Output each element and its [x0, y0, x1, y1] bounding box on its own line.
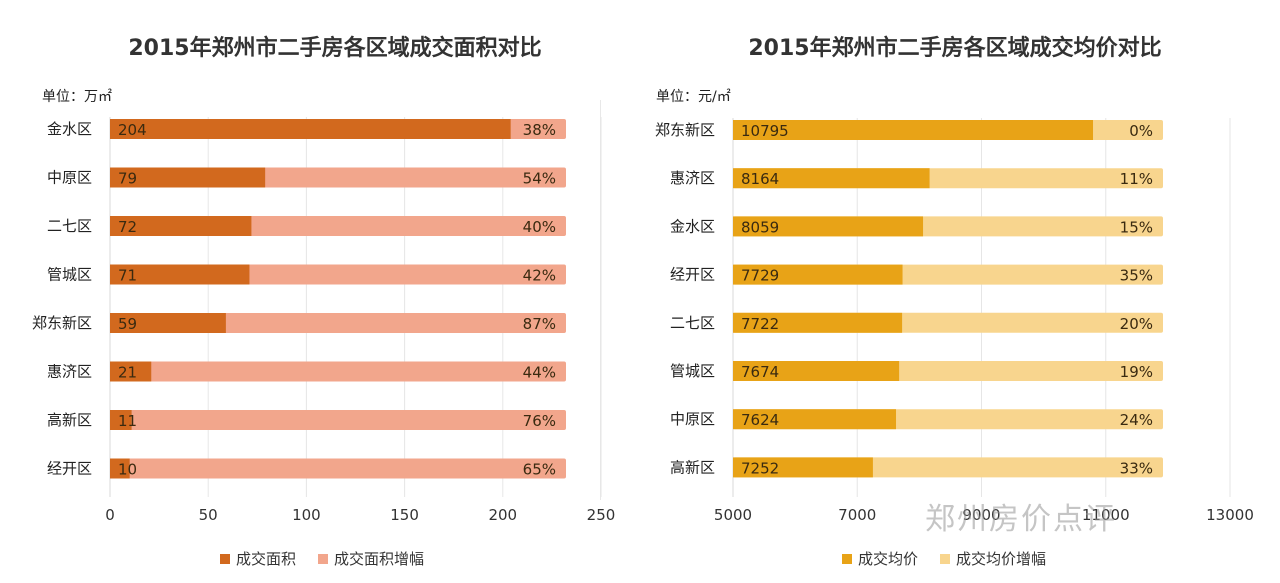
right-value-label: 7729: [741, 267, 779, 285]
legend-item-price-growth: 成交均价增幅: [940, 548, 1046, 569]
left-growth-label: 54%: [523, 170, 556, 188]
left-bar-value: [110, 410, 132, 430]
left-growth-label: 65%: [523, 461, 556, 479]
right-x-tick-label: 9000: [962, 506, 1000, 524]
left-x-tick-label: 50: [199, 506, 218, 524]
right-bar-value: [733, 409, 897, 430]
left-category-label: 金水区: [47, 120, 92, 138]
left-bar-growth: [110, 361, 566, 382]
legend-item-area-growth: 成交面积增幅: [318, 548, 424, 569]
right-x-tick-label: 11000: [1082, 506, 1130, 524]
left-growth-label: 87%: [523, 315, 556, 333]
left-value-label: 79: [118, 170, 137, 188]
left-category-label: 惠济区: [47, 363, 92, 381]
right-category-label: 中原区: [670, 410, 715, 428]
left-growth-label: 40%: [523, 218, 556, 236]
right-category-label: 金水区: [670, 217, 715, 235]
right-category-label: 郑东新区: [655, 121, 715, 139]
left-bar-value: [110, 216, 252, 236]
left-category-label: 二七区: [47, 217, 92, 235]
legend-label-price-growth: 成交均价增幅: [956, 550, 1047, 568]
right-value-label: 7674: [741, 363, 779, 381]
left-value-label: 21: [118, 364, 137, 382]
right-legend: 成交均价 成交均价增幅: [842, 548, 1068, 569]
right-growth-label: 20%: [1120, 315, 1153, 333]
left-legend: 成交面积 成交面积增幅: [220, 548, 446, 569]
right-category-label: 管城区: [670, 362, 715, 380]
right-chart: 5000 7000 9000 11000 13000 郑东新区 10795 0% 惠济区 8164…: [655, 118, 1254, 524]
right-growth-label: 35%: [1120, 267, 1153, 285]
legend-label-price: 成交均价: [858, 550, 919, 568]
left-bar-value: [110, 119, 511, 139]
left-category-label: 管城区: [47, 266, 92, 284]
right-value-label: 7722: [741, 315, 779, 333]
right-value-label: 7252: [741, 459, 779, 477]
left-bar-value: [110, 313, 226, 333]
right-unit-label: 单位：元/㎡: [656, 89, 731, 105]
right-growth-label: 0%: [1129, 122, 1153, 140]
left-unit-label: 单位：万㎡: [42, 89, 112, 105]
left-chart: 0 50 100 150 200 250 金水区 204 38% 中原区 79 54% 二七区 72 40%…: [32, 117, 616, 524]
right-growth-label: 15%: [1120, 218, 1153, 236]
left-value-label: 59: [118, 315, 137, 333]
left-growth-label: 42%: [523, 267, 556, 285]
right-bar-value: [733, 264, 903, 285]
left-bar-value: [110, 264, 250, 285]
right-x-tick-label: 5000: [714, 506, 752, 524]
left-bar-value: [110, 361, 152, 382]
left-growth-label: 38%: [523, 121, 556, 139]
right-growth-label: 19%: [1120, 363, 1153, 381]
right-value-label: 8164: [741, 170, 779, 188]
right-bar-value: [733, 120, 1094, 140]
legend-item-area: 成交面积: [220, 548, 296, 569]
right-category-label: 高新区: [670, 458, 715, 476]
right-category-label: 惠济区: [670, 169, 715, 187]
right-growth-label: 24%: [1120, 411, 1153, 429]
right-chart-title: 2015年郑州市二手房各区域成交均价对比: [748, 36, 1162, 61]
left-bar-value: [110, 458, 130, 479]
legend-swatch-area-growth: [318, 553, 329, 564]
left-growth-label: 44%: [523, 364, 556, 382]
left-x-tick-label: 0: [105, 506, 115, 524]
left-bar-growth: [110, 458, 566, 479]
left-chart-title: 2015年郑州市二手房各区域成交面积对比: [128, 36, 542, 61]
left-value-label: 71: [118, 267, 137, 285]
right-value-label: 8059: [741, 218, 779, 236]
left-value-label: 204: [118, 121, 147, 139]
left-x-tick-label: 200: [488, 506, 517, 524]
right-bar-value: [733, 457, 873, 478]
left-value-label: 11: [118, 412, 137, 430]
legend-swatch-area: [220, 553, 230, 564]
right-growth-label: 33%: [1120, 459, 1153, 477]
right-bar-value: [733, 216, 924, 237]
left-bar-value: [110, 167, 266, 188]
right-category-label: 经开区: [670, 266, 715, 284]
right-x-tick-label: 13000: [1206, 506, 1254, 524]
legend-item-price: 成交均价: [842, 548, 918, 569]
right-bar-value: [733, 312, 903, 333]
left-value-label: 10: [118, 461, 137, 479]
left-value-label: 72: [118, 218, 137, 236]
right-bar-value: [733, 361, 900, 381]
left-category-label: 高新区: [47, 411, 92, 429]
watermark-text: 郑州房价点评: [925, 502, 1117, 537]
right-value-label: 10795: [741, 122, 789, 140]
right-x-tick-label: 7000: [838, 506, 876, 524]
left-x-tick-label: 150: [390, 506, 419, 524]
left-growth-label: 76%: [523, 412, 556, 430]
legend-label-area: 成交面积: [236, 550, 297, 568]
legend-label-area-growth: 成交面积增幅: [334, 550, 425, 568]
legend-swatch-price-growth: [940, 553, 951, 564]
left-category-label: 郑东新区: [32, 314, 92, 332]
left-x-tick-label: 100: [292, 506, 321, 524]
legend-swatch-price: [842, 553, 852, 564]
left-category-label: 经开区: [47, 460, 92, 478]
right-bar-value: [733, 168, 930, 189]
right-value-label: 7624: [741, 411, 779, 429]
left-bar-growth: [110, 410, 566, 430]
right-category-label: 二七区: [670, 314, 715, 332]
right-growth-label: 11%: [1120, 170, 1153, 188]
left-category-label: 中原区: [47, 169, 92, 187]
left-x-tick-label: 250: [587, 506, 616, 524]
